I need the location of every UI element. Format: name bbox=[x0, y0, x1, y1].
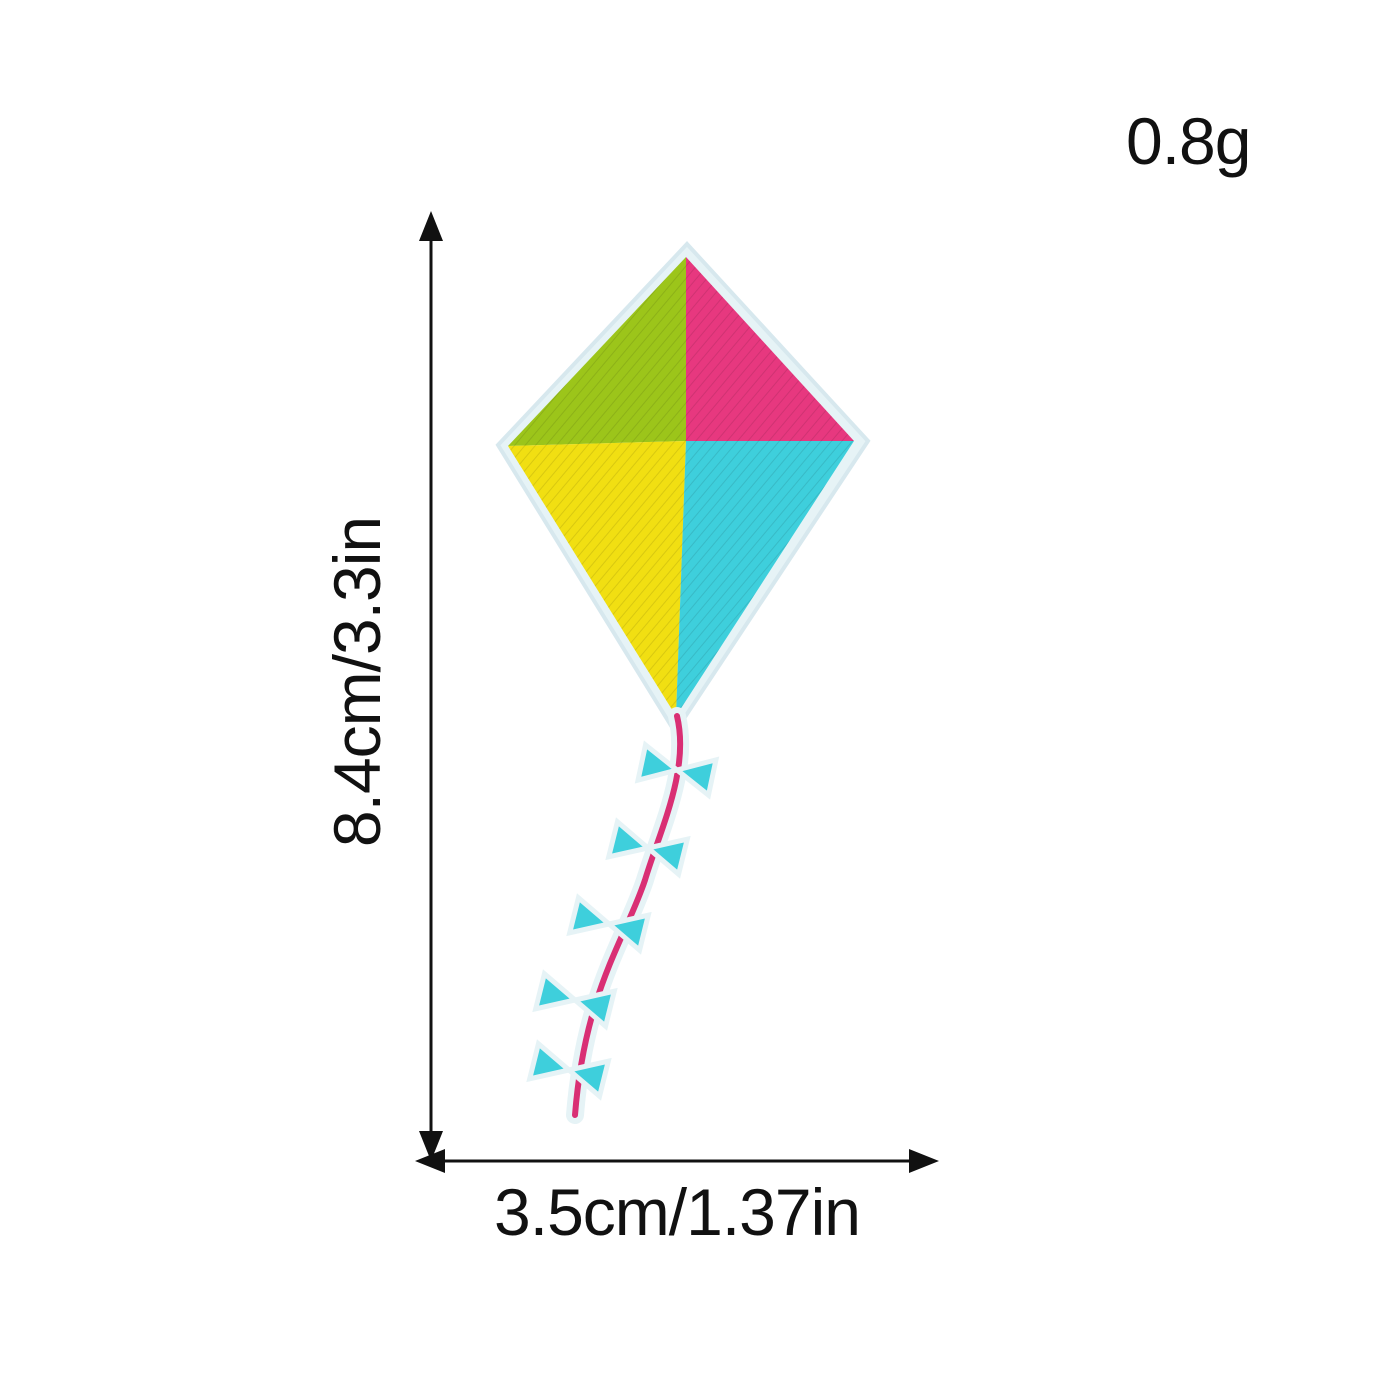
bow bbox=[566, 893, 652, 955]
kite-stitch-texture bbox=[508, 257, 854, 716]
height-dimension-label: 8.4cm/3.3in bbox=[320, 516, 394, 848]
kite-tail-bows bbox=[526, 740, 720, 1101]
bow bbox=[526, 1039, 612, 1101]
bow bbox=[634, 740, 720, 800]
bow bbox=[532, 969, 618, 1031]
bow bbox=[605, 817, 691, 879]
kite-patch bbox=[495, 241, 871, 1124]
weight-label: 0.8g bbox=[1126, 104, 1251, 178]
width-dimension-label: 3.5cm/1.37in bbox=[494, 1175, 861, 1249]
